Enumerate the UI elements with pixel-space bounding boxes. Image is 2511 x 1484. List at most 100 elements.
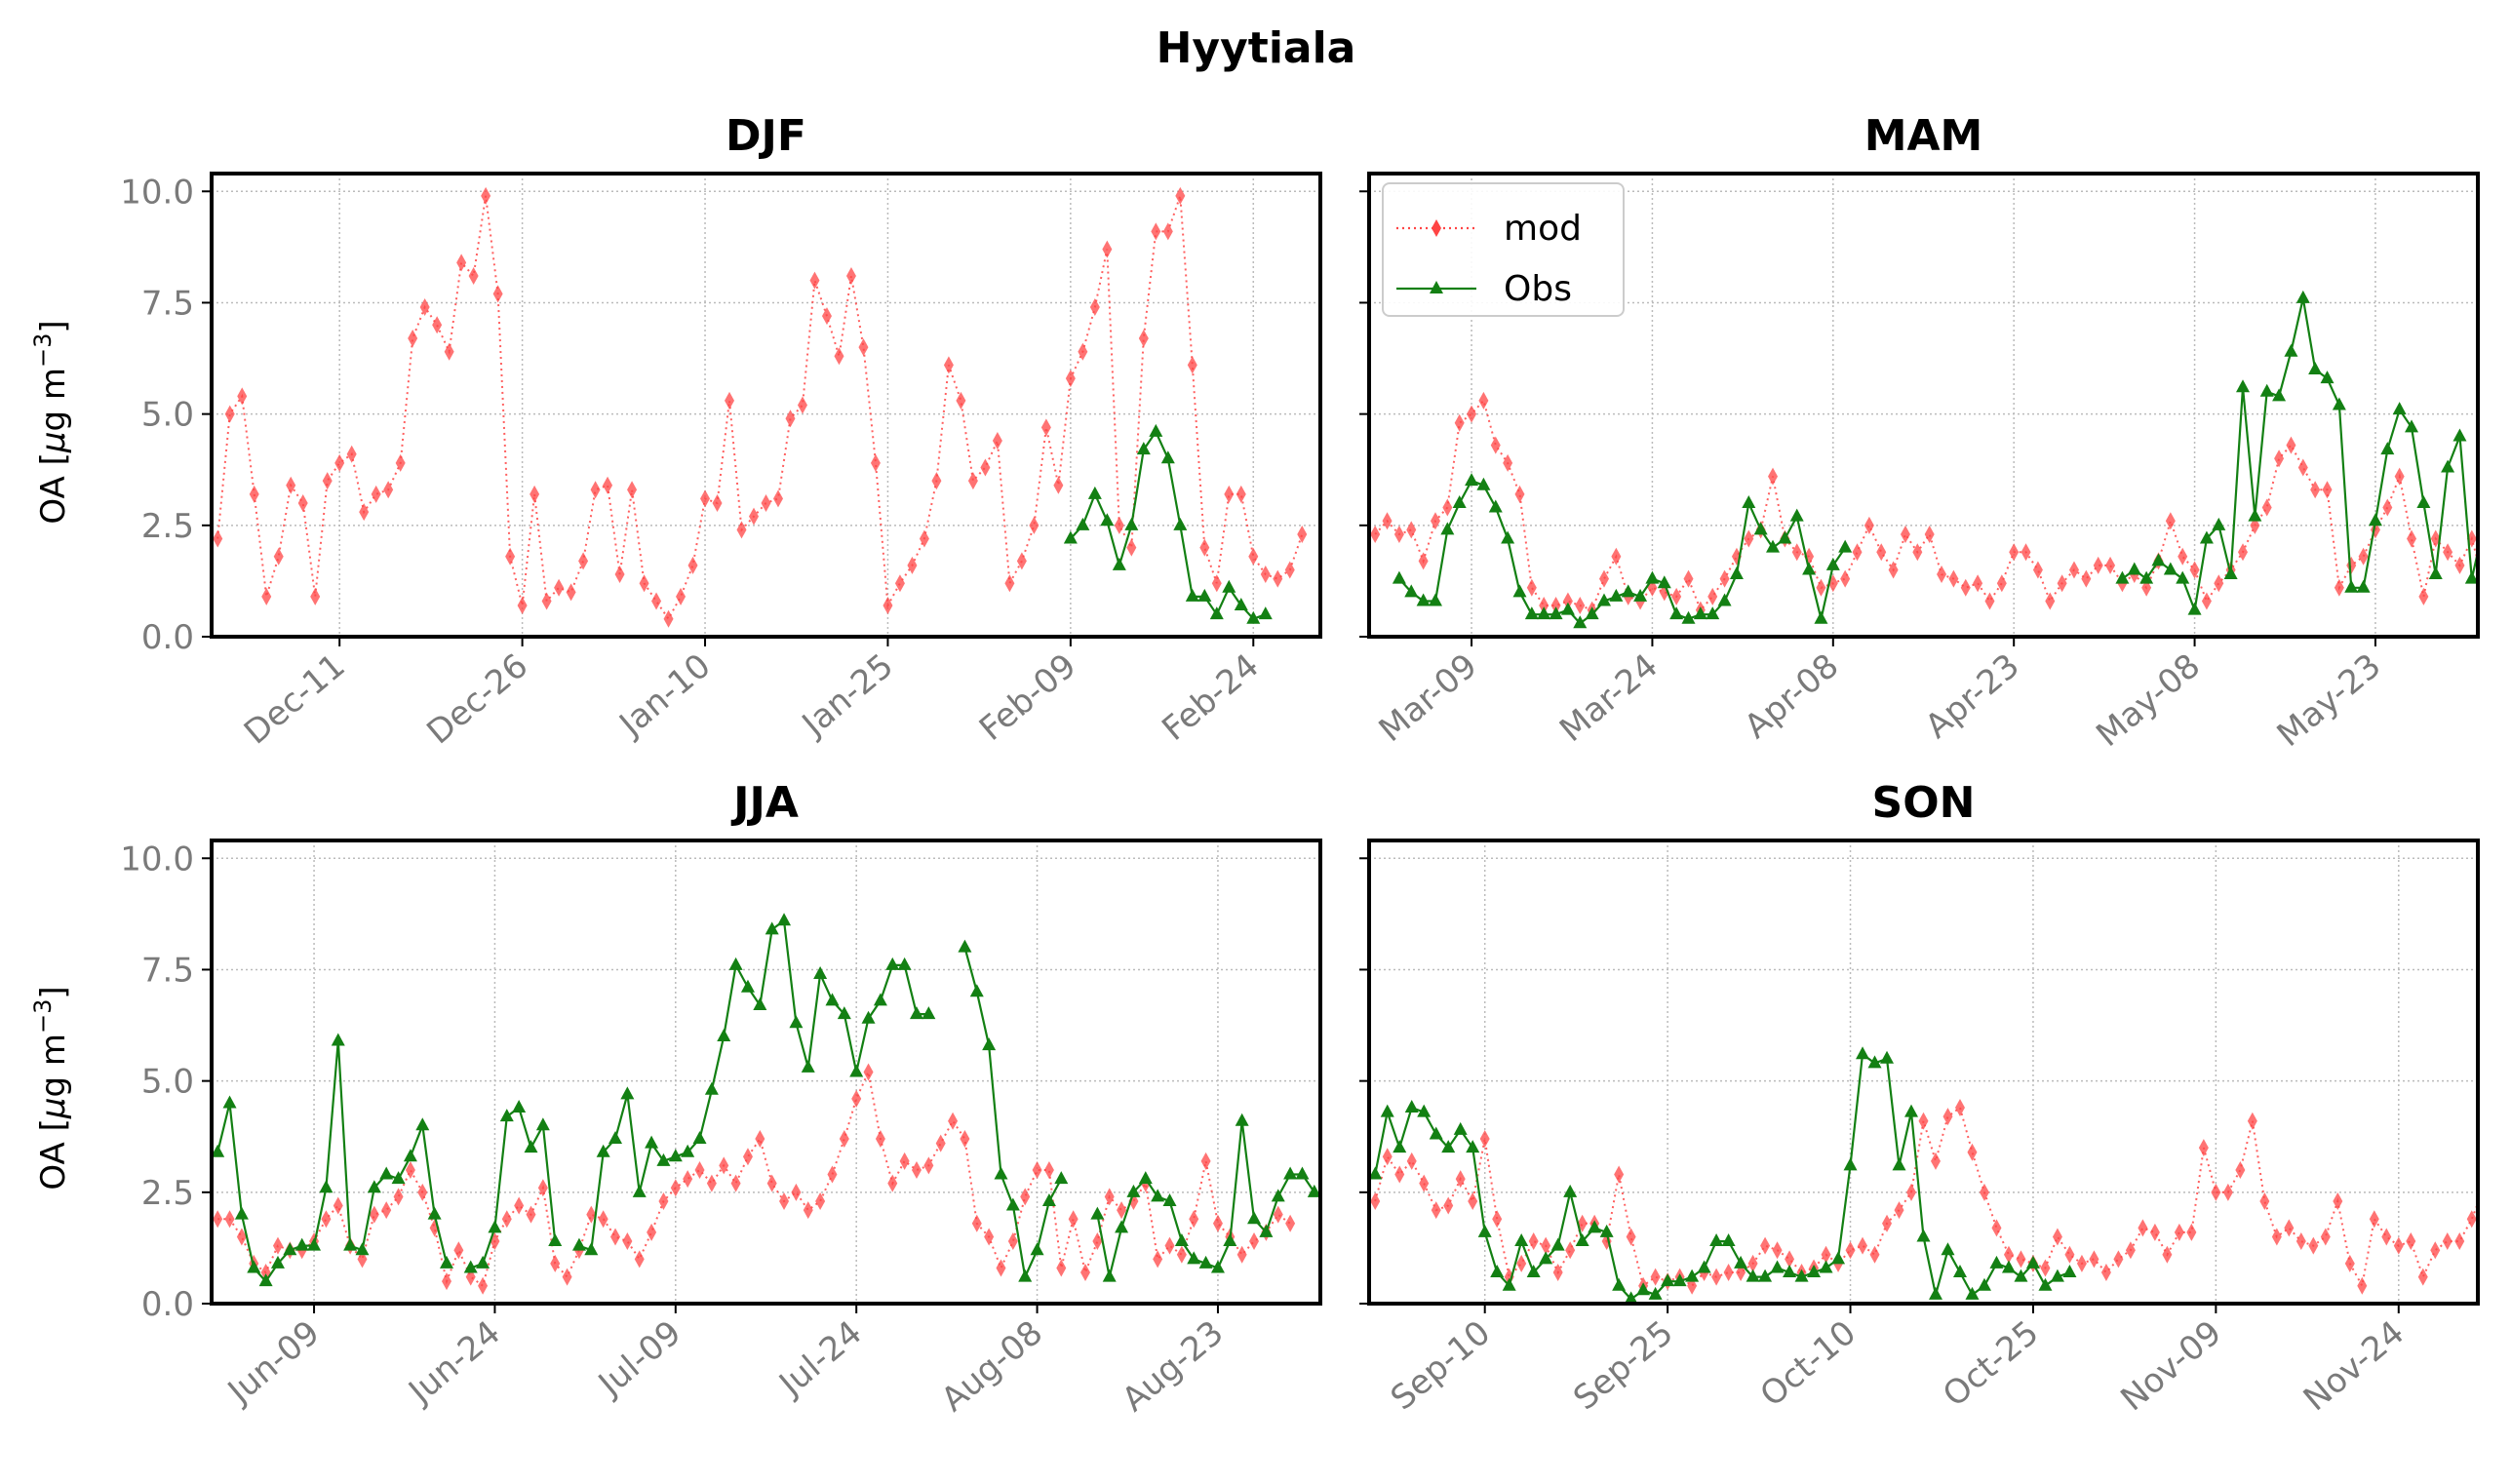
- obs-point: [234, 1206, 249, 1220]
- obs-point: [1560, 602, 1575, 615]
- mod-point: [1707, 587, 1718, 605]
- obs-point: [1223, 1233, 1237, 1247]
- ylabel-suffix: ]: [34, 320, 73, 332]
- obs-point: [1126, 1184, 1141, 1197]
- obs-point: [1766, 539, 1781, 553]
- obs-point: [2001, 1260, 2016, 1273]
- mod-point: [1089, 298, 1100, 317]
- mod-point: [1954, 1099, 1965, 1117]
- mod-point: [1772, 1241, 1783, 1260]
- obs-point: [2380, 442, 2395, 455]
- obs-point: [379, 1166, 394, 1180]
- mod-point: [537, 1179, 548, 1197]
- panel-title: DJF: [726, 111, 806, 161]
- obs-point: [2368, 513, 2382, 527]
- mod-point: [1683, 569, 1694, 588]
- obs-point: [1770, 1260, 1785, 1273]
- obs-point: [2163, 562, 2178, 575]
- mod-point: [1894, 1201, 1904, 1220]
- mod-point: [1550, 597, 1561, 615]
- mod-point: [2503, 1250, 2511, 1268]
- mod-point: [2235, 1160, 2246, 1179]
- x-tick-label: Jan-10: [611, 646, 719, 745]
- series-area: [213, 186, 1308, 628]
- obs-point: [2464, 570, 2478, 584]
- mod-point: [863, 1063, 874, 1081]
- x-tick-label: Apr-23: [1918, 646, 2027, 747]
- mod-point: [2454, 1232, 2465, 1251]
- y-tick-label: 10.0: [120, 840, 194, 879]
- series-area: [212, 913, 1320, 1295]
- mod-point: [478, 1276, 489, 1295]
- x-tick-label: Aug-23: [1115, 1313, 1231, 1420]
- obs-point: [1550, 1237, 1565, 1251]
- obs-point: [1831, 1251, 1846, 1265]
- mod-point: [2274, 449, 2285, 468]
- mod-point: [2093, 556, 2103, 574]
- obs-point: [1429, 1126, 1443, 1140]
- mod-point: [2491, 1228, 2501, 1245]
- mod-point: [1711, 1268, 1722, 1286]
- mod-point: [2186, 1223, 2197, 1241]
- obs-point: [2187, 602, 2202, 615]
- obs-point: [1222, 579, 1236, 593]
- obs-point: [524, 1140, 538, 1153]
- mod-point: [468, 267, 479, 286]
- mod-point: [2089, 1250, 2099, 1269]
- mod-point: [586, 1205, 597, 1224]
- obs-point: [1124, 517, 1139, 530]
- x-tick-label: Feb-09: [972, 646, 1083, 749]
- obs-point: [632, 1184, 647, 1197]
- mod-point: [627, 481, 638, 499]
- mod-point: [1117, 1201, 1127, 1220]
- mod-point: [1236, 1245, 1247, 1264]
- mod-point: [815, 1191, 826, 1210]
- mod-point: [1478, 391, 1489, 410]
- mod-point: [725, 391, 735, 410]
- mod-point: [1297, 525, 1308, 543]
- obs-point: [1789, 508, 1804, 522]
- mod-point: [2100, 1264, 2111, 1282]
- mod-point: [2259, 1191, 2270, 1210]
- obs-point: [427, 1206, 442, 1220]
- mod-point: [1431, 1201, 1441, 1220]
- obs-point: [2308, 361, 2323, 374]
- mod-point: [2211, 1183, 2221, 1201]
- mod-point: [405, 1160, 415, 1179]
- obs-point: [1693, 606, 1707, 620]
- obs-point: [837, 1006, 851, 1020]
- obs-point: [1669, 606, 1684, 620]
- obs-point: [2405, 419, 2419, 433]
- x-tick-label: Jan-25: [794, 646, 901, 745]
- mod-point: [960, 1130, 970, 1149]
- mod-point: [562, 1268, 572, 1286]
- obs-point: [2259, 383, 2274, 397]
- obs-point: [1090, 1206, 1105, 1220]
- obs-point: [1160, 450, 1175, 464]
- axes-frame: [210, 839, 1322, 1306]
- obs-point: [355, 1242, 370, 1256]
- mod-point: [1065, 370, 1076, 388]
- obs-point: [1404, 1100, 1419, 1113]
- svg-text:OA [μg m−3]: OA [μg m−3]: [29, 986, 73, 1190]
- mod-point: [1930, 1152, 1941, 1170]
- series-area: [1369, 1046, 2511, 1304]
- obs-point: [439, 1255, 453, 1269]
- mod-point: [943, 356, 954, 374]
- obs-point: [1596, 593, 1611, 606]
- x-tick-label: Mar-24: [1552, 646, 1666, 750]
- mod-point: [517, 597, 528, 615]
- mod-point: [1418, 552, 1429, 570]
- legend-marker-obs: [1430, 281, 1443, 293]
- obs-point: [1539, 1251, 1553, 1265]
- mod-point: [1040, 418, 1051, 437]
- mod-point: [481, 186, 491, 205]
- obs-point: [2332, 397, 2346, 410]
- mod-point: [2406, 1232, 2416, 1251]
- obs-point: [1599, 1224, 1614, 1237]
- mod-point: [381, 1201, 392, 1220]
- mod-point: [1614, 1165, 1625, 1184]
- obs-point: [728, 957, 743, 970]
- mod-point: [1760, 1236, 1771, 1255]
- mod-point: [1200, 1152, 1211, 1170]
